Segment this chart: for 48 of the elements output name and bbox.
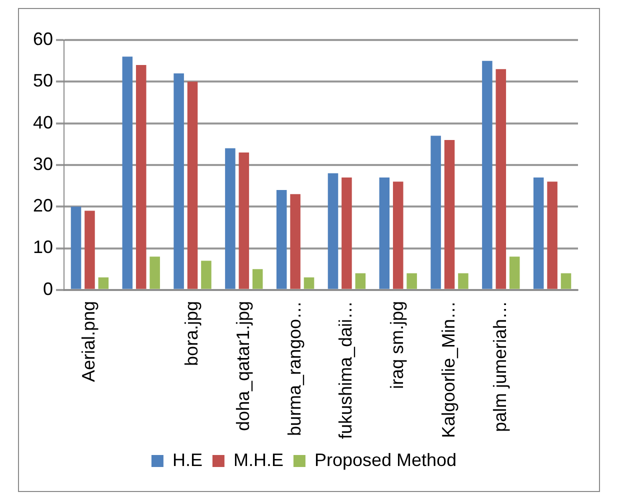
bar — [98, 277, 109, 289]
bar — [238, 152, 250, 289]
y-tick-label: 10 — [32, 237, 54, 258]
bar — [560, 273, 572, 289]
bar — [355, 273, 366, 289]
bar — [70, 206, 82, 289]
x-tick-label: bora.jpg — [181, 300, 202, 366]
bar — [252, 269, 263, 289]
x-tick-label: Kalgoorlie_Min… — [438, 300, 458, 438]
bar — [136, 64, 146, 289]
x-tick-label: iraq sm.jpg — [387, 300, 408, 389]
bar — [174, 73, 184, 289]
bar — [458, 273, 468, 289]
bar — [547, 182, 558, 289]
y-tick-label: 50 — [32, 70, 54, 91]
bar — [201, 260, 212, 289]
bar — [379, 177, 390, 289]
bar — [328, 173, 338, 289]
bar — [342, 177, 352, 289]
bar — [533, 177, 544, 289]
y-tick-label: 40 — [32, 112, 54, 132]
bar — [406, 273, 417, 289]
y-tick-label: 20 — [32, 196, 54, 216]
x-tick-label: burma_rangoo… — [284, 300, 304, 436]
legend-label: M.H.E — [233, 450, 284, 470]
bar — [444, 140, 455, 289]
bar — [509, 256, 520, 289]
bar — [187, 82, 198, 289]
bar — [150, 256, 160, 289]
bar — [84, 210, 95, 289]
bar — [496, 69, 506, 289]
x-tick-label: palm jumeriah… — [490, 300, 510, 432]
bar — [392, 182, 404, 289]
x-tick-label: Aerial.png — [78, 300, 99, 382]
bar — [225, 148, 236, 289]
bar — [276, 190, 287, 289]
x-tick-label: doha_qatar1.jpg — [232, 300, 253, 432]
y-tick-label: 60 — [32, 28, 54, 49]
bar — [304, 277, 314, 289]
bar — [430, 136, 441, 289]
legend-label: Proposed Method — [314, 450, 457, 470]
legend-label: H.E — [172, 450, 202, 470]
y-tick-label: 30 — [32, 154, 54, 174]
bar — [290, 194, 300, 289]
y-tick-label: 0 — [43, 278, 54, 299]
bar — [482, 60, 492, 289]
x-tick-label: fukushima_daii… — [336, 300, 356, 440]
bar — [122, 56, 133, 289]
